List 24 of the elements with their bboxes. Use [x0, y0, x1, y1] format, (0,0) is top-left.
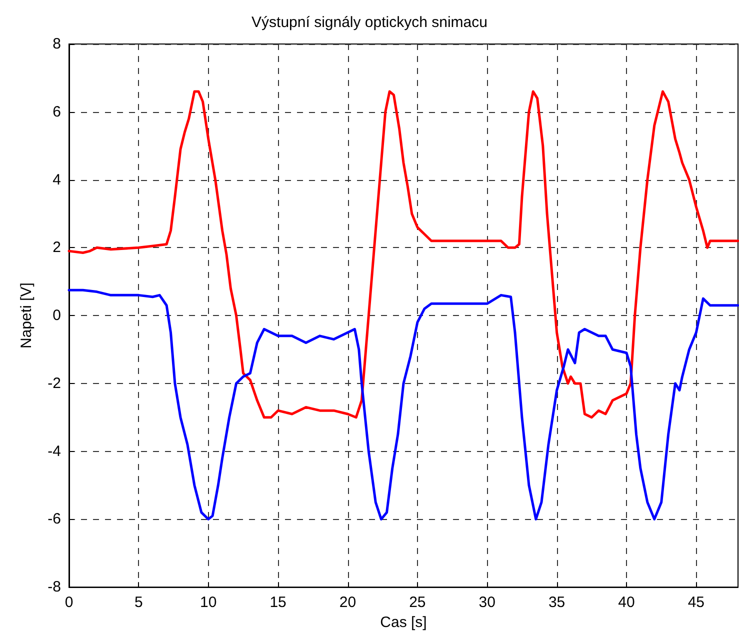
- x-axis-title: Cas [s]: [380, 614, 427, 631]
- y-tick-label: -6: [48, 510, 61, 528]
- y-tick-label: 2: [52, 239, 61, 256]
- line-series: [68, 288, 739, 520]
- x-tick-label: 15: [270, 594, 286, 612]
- x-tick-label: 35: [548, 594, 566, 612]
- x-tick-label: 0: [64, 594, 74, 612]
- x-tick-label: 20: [339, 594, 356, 612]
- y-tick-label: -2: [48, 374, 61, 392]
- y-tick-label: -8: [48, 578, 61, 596]
- x-tick-label: 25: [409, 594, 426, 612]
- y-tick-label: 0: [52, 307, 61, 324]
- x-tick-label: 45: [688, 594, 705, 612]
- y-tick-label: 4: [52, 171, 61, 188]
- y-tick-label: 8: [52, 36, 61, 52]
- x-tick-label: 10: [200, 594, 217, 612]
- y-tick-label: -4: [48, 442, 61, 460]
- x-tick-label: 30: [478, 594, 496, 612]
- y-axis-title: Napeti [V]: [18, 282, 35, 348]
- y-tick-label: 6: [52, 103, 61, 120]
- line-series: [68, 90, 739, 419]
- chart-title: Výstupní signály optickych snimacu: [252, 14, 488, 31]
- x-tick-label: 40: [618, 594, 635, 612]
- x-tick-label: 5: [134, 594, 143, 612]
